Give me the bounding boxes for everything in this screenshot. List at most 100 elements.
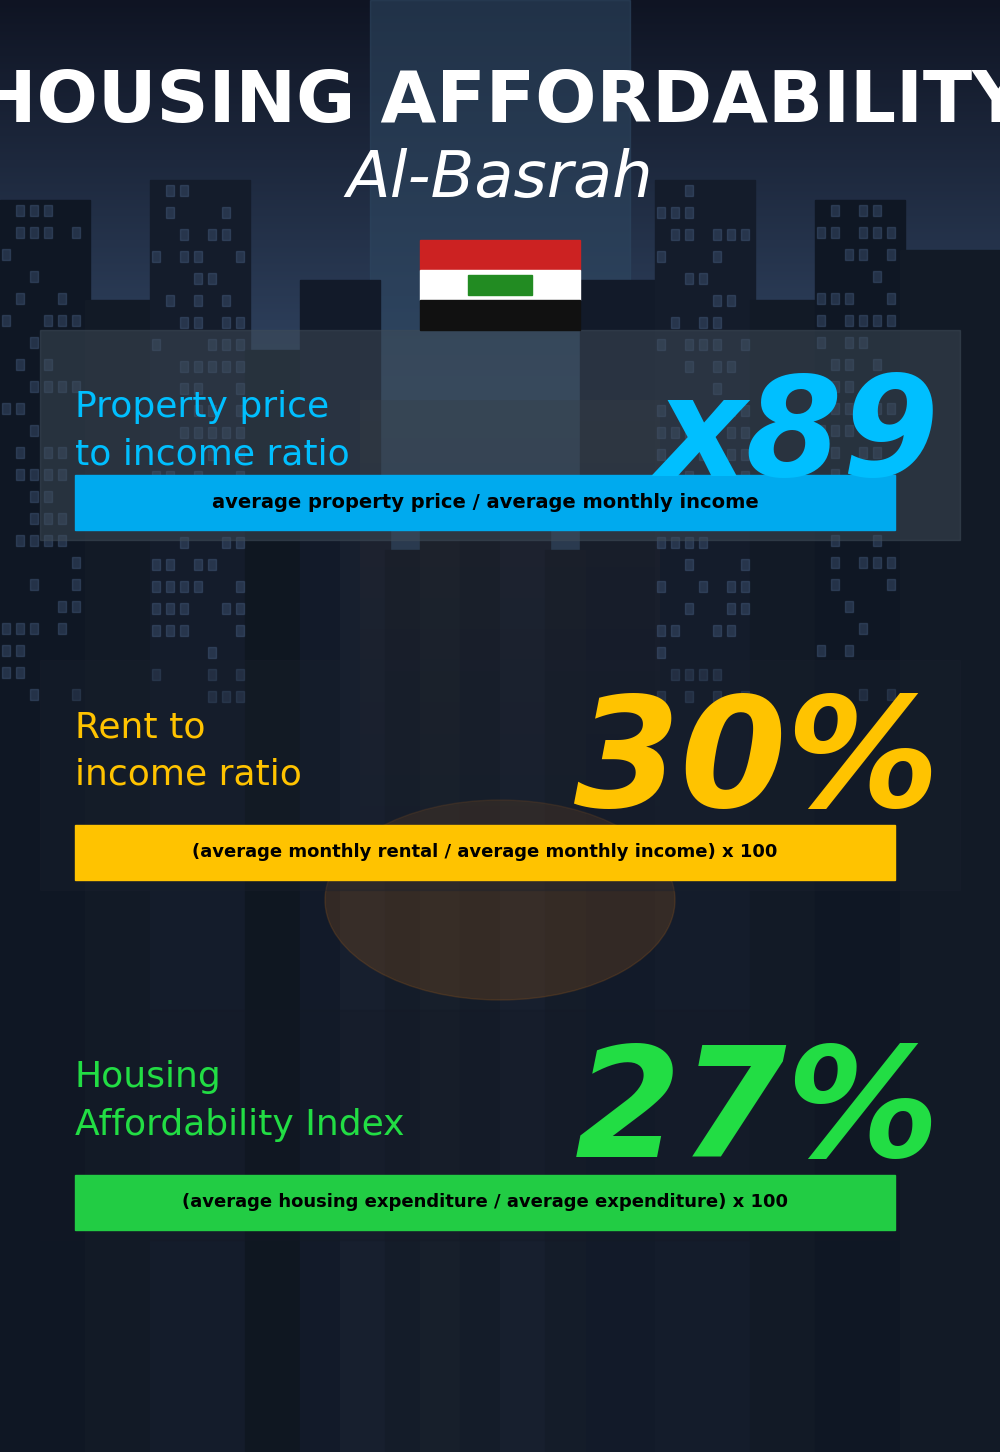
- Bar: [85, 301, 155, 1452]
- Bar: [845, 601, 853, 611]
- Bar: [72, 558, 80, 568]
- Bar: [873, 534, 881, 546]
- Bar: [236, 470, 244, 482]
- Bar: [180, 624, 188, 636]
- Bar: [671, 470, 679, 482]
- Bar: [873, 447, 881, 457]
- Bar: [152, 338, 160, 350]
- Text: (average housing expenditure / average expenditure) x 100: (average housing expenditure / average e…: [182, 1194, 788, 1211]
- Bar: [58, 293, 66, 303]
- Bar: [845, 425, 853, 436]
- Bar: [831, 380, 839, 392]
- Bar: [194, 273, 202, 285]
- Bar: [727, 295, 735, 306]
- Bar: [44, 227, 52, 238]
- Bar: [685, 669, 693, 680]
- Bar: [727, 603, 735, 614]
- Bar: [468, 274, 532, 295]
- Bar: [58, 601, 66, 611]
- Bar: [30, 513, 38, 524]
- Bar: [845, 248, 853, 260]
- Bar: [741, 691, 749, 701]
- Bar: [16, 666, 24, 678]
- Text: 27%: 27%: [574, 1040, 940, 1189]
- Text: (average monthly rental / average monthly income) x 100: (average monthly rental / average monthl…: [192, 844, 778, 861]
- Bar: [180, 229, 188, 240]
- Bar: [16, 359, 24, 370]
- Bar: [741, 229, 749, 240]
- Bar: [75, 1175, 895, 1230]
- Bar: [44, 534, 52, 546]
- Bar: [222, 427, 230, 439]
- Bar: [845, 359, 853, 370]
- Bar: [831, 579, 839, 590]
- Bar: [166, 184, 174, 196]
- Text: HOUSING AFFORDABILITY: HOUSING AFFORDABILITY: [0, 68, 1000, 136]
- Bar: [900, 250, 1000, 1452]
- Bar: [859, 337, 867, 348]
- Bar: [75, 825, 895, 880]
- Bar: [887, 579, 895, 590]
- Bar: [30, 337, 38, 348]
- Bar: [671, 229, 679, 240]
- Bar: [180, 603, 188, 614]
- Bar: [699, 581, 707, 592]
- Bar: [657, 449, 665, 460]
- Bar: [671, 208, 679, 218]
- Bar: [845, 491, 853, 502]
- Bar: [831, 469, 839, 481]
- Bar: [208, 229, 216, 240]
- Bar: [500, 520, 550, 1452]
- Bar: [859, 690, 867, 700]
- Bar: [16, 205, 24, 216]
- Bar: [685, 184, 693, 196]
- Bar: [236, 603, 244, 614]
- Bar: [713, 338, 721, 350]
- Bar: [30, 227, 38, 238]
- Bar: [859, 227, 867, 238]
- Bar: [887, 690, 895, 700]
- Bar: [887, 248, 895, 260]
- Bar: [16, 469, 24, 481]
- Bar: [72, 690, 80, 700]
- Bar: [44, 513, 52, 524]
- Bar: [0, 200, 90, 1452]
- Bar: [72, 227, 80, 238]
- Bar: [180, 494, 188, 504]
- Bar: [152, 251, 160, 261]
- Bar: [727, 427, 735, 439]
- Bar: [873, 227, 881, 238]
- Bar: [222, 537, 230, 547]
- Bar: [831, 534, 839, 546]
- Bar: [236, 537, 244, 547]
- Bar: [300, 280, 380, 1452]
- Bar: [741, 449, 749, 460]
- Bar: [58, 534, 66, 546]
- Bar: [208, 691, 216, 701]
- Bar: [713, 251, 721, 261]
- Bar: [685, 229, 693, 240]
- Bar: [40, 330, 960, 540]
- Bar: [657, 338, 665, 350]
- Bar: [685, 470, 693, 482]
- Bar: [713, 362, 721, 372]
- Bar: [236, 338, 244, 350]
- Bar: [831, 205, 839, 216]
- Bar: [741, 603, 749, 614]
- Bar: [236, 427, 244, 439]
- Bar: [2, 666, 10, 678]
- Bar: [72, 315, 80, 327]
- Bar: [859, 558, 867, 568]
- Bar: [699, 537, 707, 547]
- Bar: [727, 362, 735, 372]
- Bar: [340, 499, 390, 1452]
- Bar: [727, 229, 735, 240]
- Bar: [750, 301, 820, 1452]
- Bar: [831, 404, 839, 414]
- Bar: [222, 317, 230, 328]
- Bar: [887, 227, 895, 238]
- Bar: [671, 515, 679, 526]
- Bar: [685, 362, 693, 372]
- Bar: [699, 669, 707, 680]
- Bar: [222, 295, 230, 306]
